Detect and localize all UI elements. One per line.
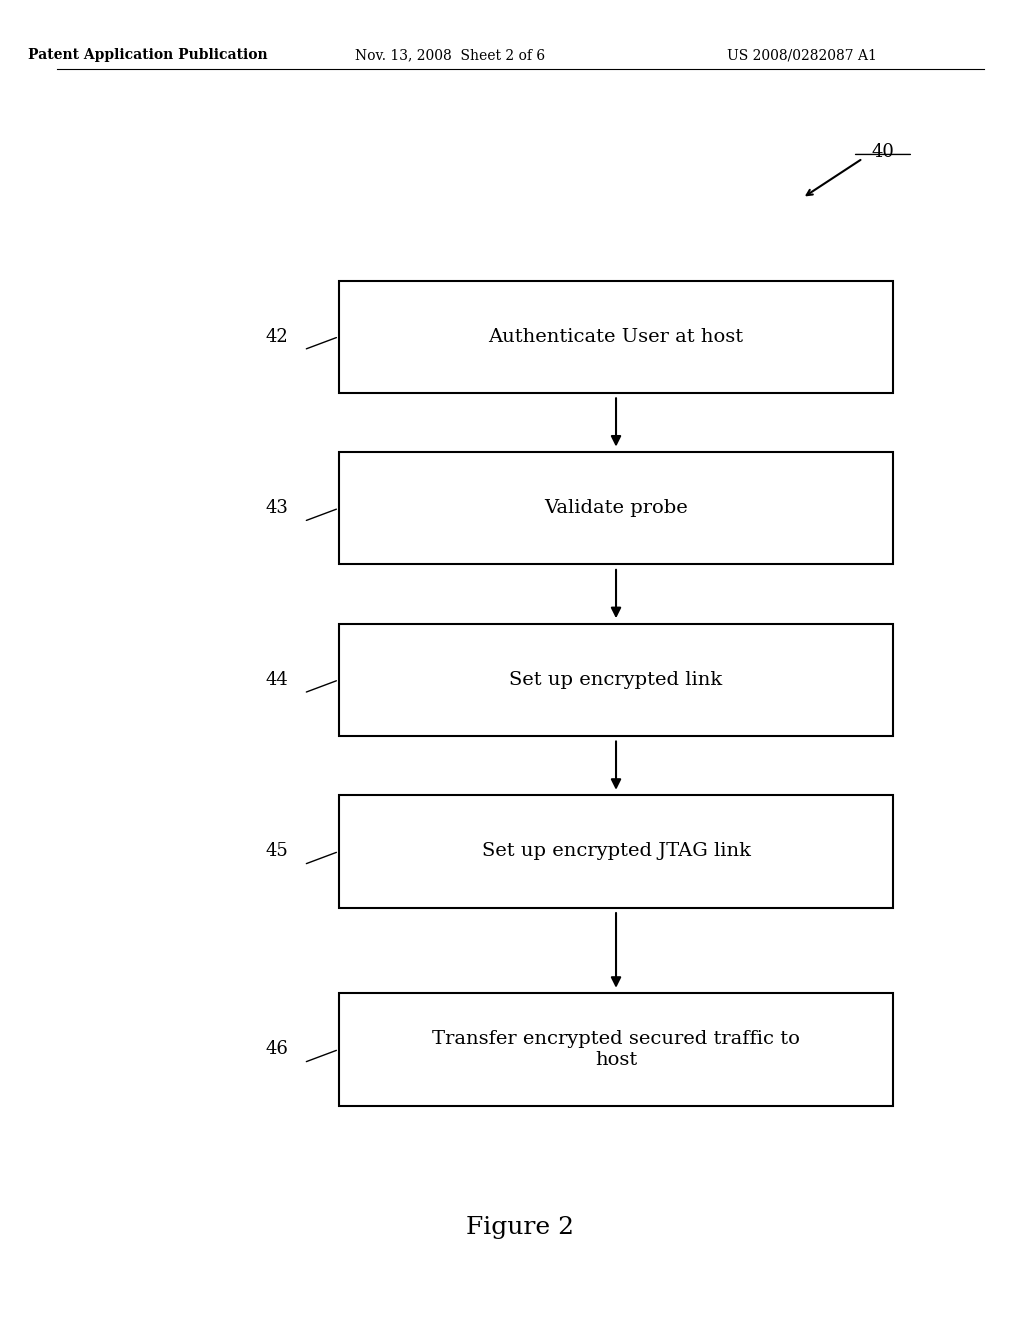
Text: Validate probe: Validate probe <box>544 499 688 517</box>
Text: Nov. 13, 2008  Sheet 2 of 6: Nov. 13, 2008 Sheet 2 of 6 <box>354 49 545 62</box>
Text: Figure 2: Figure 2 <box>466 1216 574 1239</box>
FancyBboxPatch shape <box>339 281 893 393</box>
FancyBboxPatch shape <box>339 795 893 908</box>
Text: Set up encrypted JTAG link: Set up encrypted JTAG link <box>481 842 751 861</box>
Text: 44: 44 <box>266 671 289 689</box>
Text: Authenticate User at host: Authenticate User at host <box>488 327 743 346</box>
FancyBboxPatch shape <box>339 451 893 565</box>
FancyBboxPatch shape <box>339 993 893 1106</box>
Text: US 2008/0282087 A1: US 2008/0282087 A1 <box>727 49 878 62</box>
Text: Set up encrypted link: Set up encrypted link <box>509 671 723 689</box>
Text: 42: 42 <box>266 327 289 346</box>
Text: Transfer encrypted secured traffic to
host: Transfer encrypted secured traffic to ho… <box>432 1030 800 1069</box>
Text: 40: 40 <box>871 143 894 161</box>
Text: 43: 43 <box>266 499 289 517</box>
Text: 45: 45 <box>266 842 289 861</box>
Text: 46: 46 <box>266 1040 289 1059</box>
Text: Patent Application Publication: Patent Application Publication <box>28 49 267 62</box>
FancyBboxPatch shape <box>339 624 893 737</box>
